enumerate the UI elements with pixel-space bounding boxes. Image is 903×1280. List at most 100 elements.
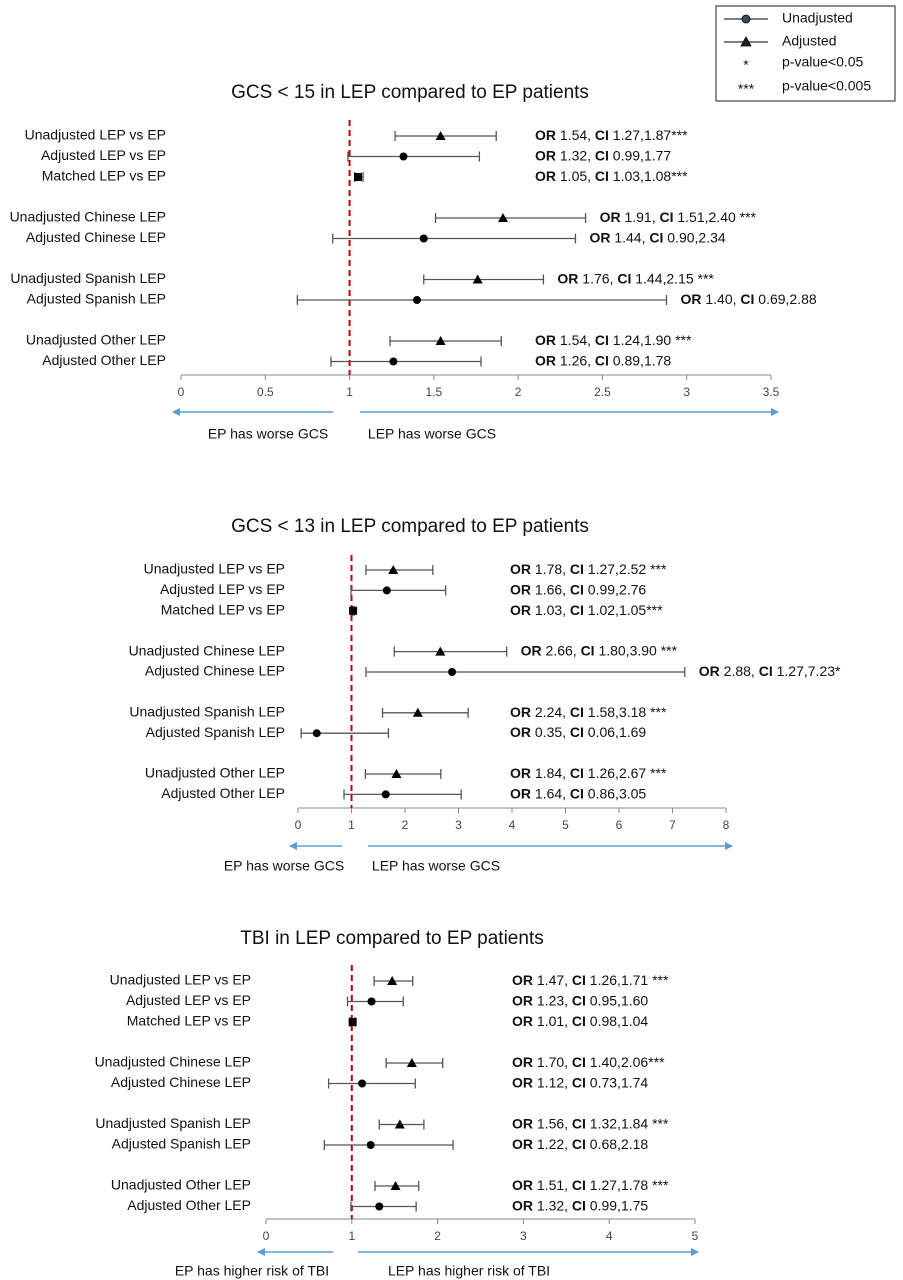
annotation: OR 1.44, CI 0.90,2.34 bbox=[589, 229, 725, 245]
annotation-part: CI bbox=[570, 561, 584, 577]
marker-triangle bbox=[394, 1119, 405, 1129]
marker-circle bbox=[448, 668, 457, 676]
row-label: Unadjusted Chinese LEP bbox=[95, 1054, 251, 1070]
annotation: OR 1.70, CI 1.40,2.06*** bbox=[512, 1054, 665, 1070]
annotation-part: CI bbox=[759, 663, 773, 679]
arrow-label-right: LEP has worse GCS bbox=[372, 858, 500, 874]
row-label: Adjusted Spanish LEP bbox=[27, 291, 166, 307]
annotation: OR 1.51, CI 1.27,1.78 *** bbox=[512, 1177, 669, 1193]
annotation-part: OR bbox=[512, 1074, 533, 1090]
annotation-part: 1.27,2.52 *** bbox=[584, 561, 667, 577]
annotation-part: 1.32, bbox=[533, 1197, 572, 1213]
annotation-part: 1.76, bbox=[578, 270, 617, 286]
marker-triangle bbox=[740, 36, 752, 47]
row-label: Adjusted Other LEP bbox=[42, 352, 166, 368]
annotation-part: OR bbox=[535, 352, 556, 368]
annotation-part: 1.51,2.40 *** bbox=[673, 209, 756, 225]
row-label: Matched LEP vs EP bbox=[161, 602, 285, 618]
annotation-part: 1.03,1.08*** bbox=[609, 168, 688, 184]
annotation: OR 0.35, CI 0.06,1.69 bbox=[510, 724, 646, 740]
x-tick-label: 0.5 bbox=[257, 385, 274, 399]
arrow-label-right: LEP has worse GCS bbox=[368, 426, 496, 442]
marker-triangle bbox=[390, 1181, 401, 1190]
x-tick-label: 3 bbox=[455, 818, 462, 832]
x-tick-label: 1.5 bbox=[426, 385, 443, 399]
annotation: OR 1.40, CI 0.69,2.88 bbox=[680, 291, 816, 307]
x-tick-label: 1 bbox=[348, 818, 355, 832]
annotation-part: 2.66, bbox=[542, 642, 581, 658]
annotation-part: 1.32, bbox=[556, 147, 595, 163]
annotation-part: 0.86,3.05 bbox=[584, 785, 646, 801]
marker-circle bbox=[382, 586, 391, 595]
annotation: OR 2.88, CI 1.27,7.23* bbox=[699, 663, 841, 679]
annotation-part: OR bbox=[535, 168, 556, 184]
annotation-part: OR bbox=[510, 724, 531, 740]
row-label: Adjusted Chinese LEP bbox=[145, 663, 285, 679]
annotation-part: CI bbox=[617, 270, 631, 286]
annotation: OR 1.23, CI 0.95,1.60 bbox=[512, 992, 648, 1008]
annotation-part: 1.66, bbox=[531, 581, 570, 597]
annotation-part: CI bbox=[595, 352, 609, 368]
row-label: Unadjusted LEP vs EP bbox=[110, 972, 251, 988]
annotation-part: OR bbox=[510, 785, 531, 801]
annotation: OR 1.03, CI 1.02,1.05*** bbox=[510, 602, 663, 618]
annotation-part: 0.68,2.18 bbox=[586, 1136, 648, 1152]
annotation: OR 1.66, CI 0.99,2.76 bbox=[510, 581, 646, 597]
annotation-part: 1.32,1.84 *** bbox=[586, 1115, 669, 1131]
annotation-part: 1.22, bbox=[533, 1136, 572, 1152]
annotation-part: 0.99,1.77 bbox=[609, 147, 671, 163]
x-tick-label: 3 bbox=[520, 1229, 527, 1243]
annotation-part: CI bbox=[595, 168, 609, 184]
x-tick-label: 5 bbox=[562, 818, 569, 832]
annotation-part: 1.51, bbox=[533, 1177, 572, 1193]
marker-circle bbox=[419, 234, 428, 243]
row-label: Unadjusted Spanish LEP bbox=[10, 270, 166, 286]
annotation-part: 1.54, bbox=[556, 127, 595, 143]
row-label: Unadjusted LEP vs EP bbox=[144, 561, 285, 577]
annotation-part: OR bbox=[589, 229, 610, 245]
arrow-label-left: EP has worse GCS bbox=[208, 426, 328, 442]
x-tick-label: 5 bbox=[692, 1229, 699, 1243]
annotation-part: 1.26, bbox=[556, 352, 595, 368]
annotation-part: 1.40,2.06*** bbox=[586, 1054, 665, 1070]
marker-triangle bbox=[435, 131, 446, 140]
marker-square bbox=[348, 1018, 357, 1026]
arrow-label-right: LEP has higher risk of TBI bbox=[388, 1263, 550, 1279]
annotation-part: 0.90,2.34 bbox=[663, 229, 725, 245]
annotation: OR 1.78, CI 1.27,2.52 *** bbox=[510, 561, 667, 577]
marker-circle bbox=[741, 14, 751, 24]
annotation-part: 1.56, bbox=[533, 1115, 572, 1131]
annotation-part: CI bbox=[570, 602, 584, 618]
x-tick-label: 2.5 bbox=[594, 385, 611, 399]
annotation-part: OR bbox=[512, 1177, 533, 1193]
annotation-part: OR bbox=[512, 992, 533, 1008]
arrow-label-left: EP has worse GCS bbox=[224, 858, 344, 874]
annotation-part: 1.84, bbox=[531, 765, 570, 781]
annotation-part: OR bbox=[510, 765, 531, 781]
annotation: OR 1.54, CI 1.27,1.87*** bbox=[535, 127, 688, 143]
x-tick-label: 2 bbox=[515, 385, 522, 399]
annotation: OR 1.05, CI 1.03,1.08*** bbox=[535, 168, 688, 184]
x-tick-label: 4 bbox=[509, 818, 516, 832]
annotation-part: OR bbox=[521, 642, 542, 658]
annotation-part: OR bbox=[535, 332, 556, 348]
row-label: Unadjusted Other LEP bbox=[145, 765, 285, 781]
row-label: Adjusted Other LEP bbox=[161, 785, 285, 801]
chart-title: TBI in LEP compared to EP patients bbox=[240, 928, 543, 949]
annotation: OR 1.64, CI 0.86,3.05 bbox=[510, 785, 646, 801]
annotation-part: 1.27,7.23* bbox=[773, 663, 841, 679]
annotation-part: 0.99,1.75 bbox=[586, 1197, 648, 1213]
annotation-part: 1.23, bbox=[533, 992, 572, 1008]
row-label: Unadjusted Chinese LEP bbox=[129, 642, 285, 658]
row-label: Matched LEP vs EP bbox=[127, 1013, 251, 1029]
marker-triangle bbox=[387, 976, 398, 985]
annotation-part: OR bbox=[680, 291, 701, 307]
annotation-part: OR bbox=[512, 1115, 533, 1131]
annotation-part: 1.70, bbox=[533, 1054, 572, 1070]
marker-circle bbox=[413, 296, 421, 304]
annotation-part: 1.12, bbox=[533, 1074, 572, 1090]
annotation-part: 1.27,1.78 *** bbox=[586, 1177, 669, 1193]
annotation-part: 1.47, bbox=[533, 972, 572, 988]
annotation-part: 0.89,1.78 bbox=[609, 352, 671, 368]
